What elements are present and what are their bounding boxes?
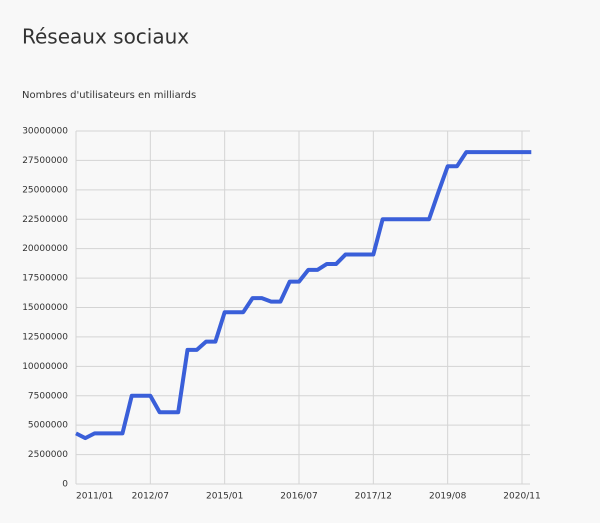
y-tick-label: 22500000 (22, 215, 68, 225)
y-tick-label: 25000000 (22, 185, 68, 195)
y-tick-label: 5000000 (28, 421, 68, 431)
y-tick-label: 15000000 (22, 303, 68, 313)
y-tick-label: 30000000 (22, 127, 68, 137)
data-line (75, 150, 532, 441)
x-tick-label: 2017/12 (355, 492, 392, 502)
chart-subtitle: Nombres d'utilisateurs en milliards (22, 90, 196, 101)
y-tick-label: 2500000 (28, 450, 68, 460)
y-tick-label: 20000000 (22, 244, 68, 254)
x-tick-label: 2019/08 (429, 492, 467, 502)
y-tick-label: 0 (62, 480, 68, 490)
y-tick-label: 12500000 (22, 332, 68, 342)
y-tick-label: 10000000 (22, 362, 68, 372)
chart-title: Réseaux sociaux (22, 25, 189, 49)
x-tick-label: 2015/01 (206, 492, 243, 502)
y-tick-label: 27500000 (22, 156, 68, 166)
y-tick-label: 17500000 (22, 274, 68, 284)
y-tick-label: 7500000 (28, 391, 68, 401)
x-tick-label: 2012/07 (132, 492, 169, 502)
x-tick-label: 2011/01 (76, 492, 113, 502)
x-tick-label: 2020/11 (503, 492, 540, 502)
x-tick-label: 2016/07 (280, 492, 317, 502)
